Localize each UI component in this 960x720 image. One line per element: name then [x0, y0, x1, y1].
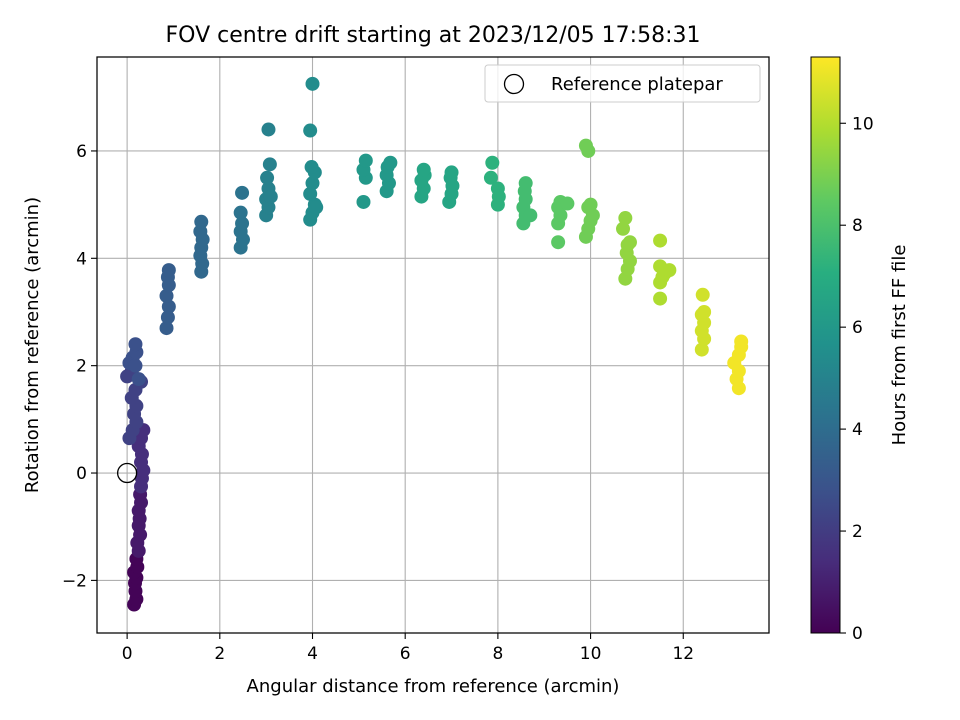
data-point	[358, 153, 373, 168]
colorbar: 0 2 4 6 8 10 Hours from first FF file	[810, 56, 910, 644]
colorbar-tick-label: 6	[852, 318, 863, 338]
data-point	[695, 287, 710, 302]
y-tick-label: 2	[76, 357, 87, 377]
data-point	[261, 122, 276, 137]
data-point	[697, 304, 712, 319]
x-tick-label: 2	[214, 644, 225, 664]
data-point	[305, 176, 320, 191]
y-tick-label: 4	[76, 249, 87, 269]
data-point	[483, 170, 498, 185]
colorbar-ticks: 0 2 4 6 8 10	[840, 114, 874, 644]
data-point	[523, 208, 538, 223]
colorbar-tick-label: 2	[852, 522, 863, 542]
data-point	[131, 372, 146, 387]
data-points	[120, 76, 749, 612]
y-tick-label: 0	[76, 464, 87, 484]
colorbar-gradient	[810, 56, 841, 634]
data-point	[159, 288, 174, 303]
colorbar-tick-label: 8	[852, 216, 863, 236]
x-tick-label: 10	[580, 644, 602, 664]
data-point	[583, 197, 598, 212]
x-tick-label: 4	[307, 644, 318, 664]
data-point	[235, 216, 250, 231]
y-tick-label: −2	[62, 571, 87, 591]
data-point	[260, 170, 275, 185]
colorbar-label: Hours from first FF file	[889, 245, 910, 446]
x-tick-label: 12	[672, 644, 694, 664]
colorbar-tick-label: 4	[852, 420, 863, 440]
data-point	[653, 259, 668, 274]
x-axis-label: Angular distance from reference (arcmin)	[247, 676, 620, 697]
data-point	[444, 165, 459, 180]
data-point	[491, 189, 506, 204]
data-point	[694, 342, 709, 357]
data-point	[161, 263, 176, 278]
data-point	[518, 176, 533, 191]
y-axis-ticks: −2 0 2 4 6	[62, 142, 97, 591]
data-point	[305, 76, 320, 91]
data-point	[416, 162, 431, 177]
data-point	[194, 214, 209, 229]
x-axis-ticks: 0 2 4 6 8 10 12	[122, 633, 694, 664]
x-tick-label: 6	[400, 644, 411, 664]
data-point	[303, 186, 318, 201]
legend: Reference platepar	[484, 64, 761, 103]
y-tick-label: 6	[76, 142, 87, 162]
data-point	[560, 196, 575, 211]
x-tick-label: 0	[122, 644, 133, 664]
data-point	[653, 233, 668, 248]
data-point	[235, 185, 250, 200]
data-point	[618, 211, 633, 226]
plot-frame	[96, 56, 770, 634]
data-point	[159, 321, 174, 336]
chart-title: FOV centre drift starting at 2023/12/05 …	[166, 23, 701, 48]
data-point	[616, 221, 631, 236]
data-point	[356, 194, 371, 209]
x-tick-label: 8	[492, 644, 503, 664]
y-axis-label: Rotation from reference (arcmin)	[22, 197, 43, 493]
colorbar-tick-label: 10	[852, 114, 874, 134]
data-point	[303, 123, 318, 138]
legend-label: Reference platepar	[551, 74, 723, 95]
data-point	[128, 337, 143, 352]
data-point	[161, 299, 176, 314]
data-point	[653, 291, 668, 306]
data-point	[263, 189, 278, 204]
data-point	[160, 310, 175, 325]
data-point	[581, 143, 596, 158]
data-point	[128, 358, 143, 373]
data-point	[734, 334, 749, 349]
data-point	[622, 235, 637, 250]
legend-box	[484, 64, 761, 103]
data-point	[304, 160, 319, 175]
data-point	[383, 155, 398, 170]
reference-marker-layer	[116, 462, 138, 484]
data-point	[551, 235, 566, 250]
data-point	[262, 157, 277, 172]
data-point	[233, 205, 248, 220]
data-point	[309, 200, 324, 215]
data-point	[485, 155, 500, 170]
legend-marker-icon	[503, 73, 525, 95]
reference-platepar-marker	[116, 462, 138, 484]
colorbar-tick-label: 0	[852, 624, 863, 644]
grid-lines	[97, 57, 769, 633]
